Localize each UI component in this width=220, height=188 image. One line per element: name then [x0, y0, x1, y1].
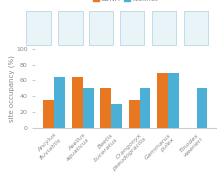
Bar [157, 73, 168, 128]
Bar [83, 88, 94, 128]
Bar [72, 77, 83, 128]
Bar [129, 100, 140, 128]
Bar [111, 104, 122, 128]
Legend: eDNA, kicknet: eDNA, kicknet [90, 0, 160, 4]
Bar [54, 77, 65, 128]
Bar [168, 73, 179, 128]
Bar [197, 88, 207, 128]
Bar [100, 88, 111, 128]
Bar [43, 100, 54, 128]
Y-axis label: site occupancy (%): site occupancy (%) [8, 55, 15, 122]
Bar [140, 88, 150, 128]
